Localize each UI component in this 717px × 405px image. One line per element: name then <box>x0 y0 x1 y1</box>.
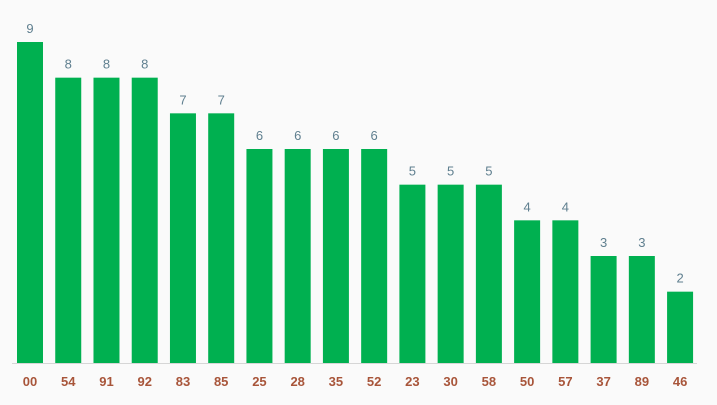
bar <box>514 220 541 363</box>
x-tick-label: 46 <box>673 374 687 389</box>
x-tick-label: 35 <box>329 374 343 389</box>
value-label: 8 <box>65 57 72 72</box>
bar <box>131 77 158 364</box>
value-label: 8 <box>103 57 110 72</box>
bar <box>667 291 694 363</box>
bar <box>628 256 655 363</box>
value-label: 4 <box>524 199 531 214</box>
bar <box>552 220 579 363</box>
value-label: 7 <box>179 92 186 107</box>
bar <box>169 113 196 363</box>
value-label: 6 <box>371 128 378 143</box>
bar <box>437 184 464 363</box>
value-label: 5 <box>409 164 416 179</box>
bar <box>399 184 426 363</box>
bar <box>208 113 235 363</box>
value-label: 5 <box>485 164 492 179</box>
x-tick-label: 25 <box>252 374 266 389</box>
value-label: 2 <box>676 271 683 286</box>
value-label: 6 <box>256 128 263 143</box>
value-label: 7 <box>218 92 225 107</box>
x-tick-label: 83 <box>176 374 190 389</box>
bar <box>361 149 388 363</box>
bar <box>590 256 617 363</box>
x-tick-label: 57 <box>558 374 572 389</box>
bar <box>17 42 43 363</box>
x-tick-label: 89 <box>635 374 649 389</box>
bar <box>284 149 311 363</box>
value-label: 6 <box>332 128 339 143</box>
x-tick-label: 92 <box>137 374 151 389</box>
x-tick-label: 58 <box>482 374 496 389</box>
x-tick-label: 00 <box>23 374 37 389</box>
bar <box>246 149 273 363</box>
value-label: 3 <box>638 235 645 250</box>
value-label: 5 <box>447 164 454 179</box>
value-label: 3 <box>600 235 607 250</box>
x-tick-label: 37 <box>596 374 610 389</box>
x-tick-label: 28 <box>290 374 304 389</box>
value-label: 9 <box>26 21 33 36</box>
value-label: 8 <box>141 57 148 72</box>
value-label: 6 <box>294 128 301 143</box>
x-tick-label: 50 <box>520 374 534 389</box>
bar <box>475 184 502 363</box>
x-tick-label: 91 <box>99 374 113 389</box>
x-tick-label: 85 <box>214 374 228 389</box>
bar <box>93 77 120 364</box>
bar <box>322 149 349 363</box>
bar <box>55 77 82 364</box>
value-label: 4 <box>562 199 569 214</box>
x-tick-label: 54 <box>61 374 76 389</box>
x-tick-label: 30 <box>443 374 457 389</box>
x-tick-label: 23 <box>405 374 419 389</box>
x-tick-label: 52 <box>367 374 381 389</box>
